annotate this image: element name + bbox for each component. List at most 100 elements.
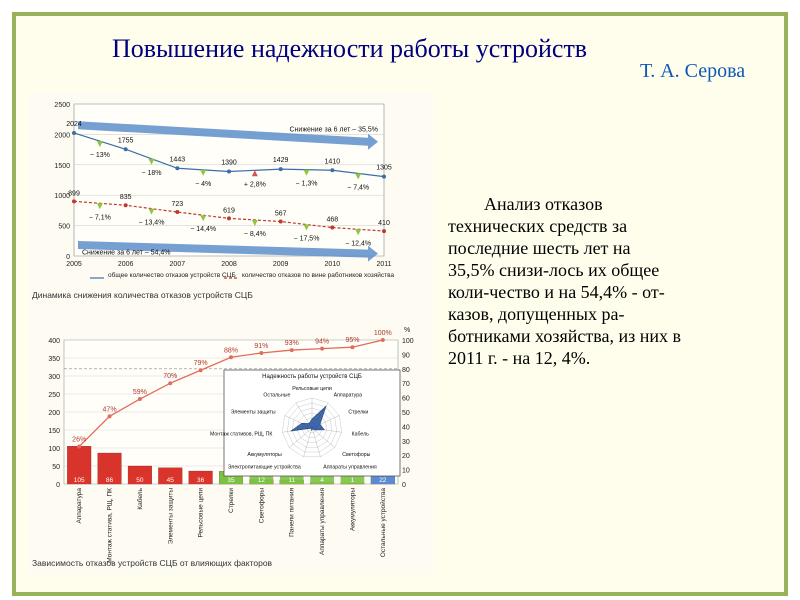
cumulative-label: 47% <box>103 406 117 413</box>
data-point <box>330 168 335 173</box>
radar-ring <box>287 402 337 453</box>
y2-tick-label: 40 <box>402 424 410 431</box>
x-tick-label: 2009 <box>273 261 289 268</box>
change-label: − 13% <box>90 152 110 159</box>
y2-tick-label: 70 <box>402 381 410 388</box>
x-tick-label: 2010 <box>325 261 341 268</box>
x-tick-label: 2005 <box>66 261 82 268</box>
change-label: − 14,4% <box>190 226 216 233</box>
bar-value-band <box>128 475 152 484</box>
cumulative-point <box>168 381 173 386</box>
x-tick-label: 2011 <box>376 261 391 268</box>
cumulative-label: 93% <box>285 340 299 347</box>
data-point <box>72 130 76 135</box>
body-line: коли-чество и на 54,4% - от- <box>448 282 665 302</box>
data-point <box>227 169 231 174</box>
cumulative-label: 70% <box>163 373 177 380</box>
change-label: + 2,8% <box>244 181 266 188</box>
category-label: Аккумуляторы <box>349 488 356 531</box>
radar-axis-label: Монтаж стативов, РЩ, ПК <box>210 432 272 438</box>
bar-value-band <box>340 475 365 484</box>
bar-value-label: 22 <box>379 477 387 484</box>
trend-arrow <box>78 121 378 150</box>
y-tick-label: 1500 <box>54 163 70 170</box>
x-tick-label: 2008 <box>221 261 237 268</box>
radar-axis-label: Кабель <box>352 432 370 438</box>
cumulative-point <box>320 346 325 351</box>
category-label: Остальные устройства <box>379 488 387 558</box>
radar-spoke <box>289 427 313 448</box>
bar-value-label: 36 <box>197 477 205 484</box>
cumulative-label: 91% <box>254 343 268 350</box>
data-point <box>382 174 386 179</box>
y2-tick-label: 20 <box>402 453 410 460</box>
change-label: − 12,4% <box>345 240 371 247</box>
y2-axis-label: % <box>404 327 410 334</box>
change-label: − 8,4% <box>244 231 266 238</box>
change-arrow <box>355 229 362 236</box>
figure-panel: 0 500 1000 1500 2000 2500 2005 2006 2007 2008 2009… <box>28 92 434 574</box>
category-label: Элементы защиты <box>167 488 174 545</box>
radar-spoke <box>303 427 313 457</box>
cumulative-point <box>380 338 385 342</box>
data-label: 1390 <box>221 159 237 166</box>
cumulative-label: 79% <box>194 360 208 367</box>
body-line: последние шесть лет на <box>448 238 631 258</box>
bar-value-label: 35 <box>227 477 235 484</box>
y2-tick-label: 90 <box>402 352 410 359</box>
y-tick-label: 50 <box>52 464 60 471</box>
radar-axis-label: Светофоры <box>342 452 370 458</box>
y2-tick-label: 10 <box>402 468 410 475</box>
data-label: 1755 <box>118 137 134 144</box>
y2-tick-label: 50 <box>402 410 410 417</box>
bar-value-band <box>310 475 334 484</box>
change-arrow <box>96 203 103 210</box>
change-arrow <box>251 170 258 177</box>
data-point <box>72 199 76 204</box>
change-label: − 7,4% <box>347 184 369 191</box>
data-point <box>278 219 283 224</box>
bar-value-label: 12 <box>258 477 266 484</box>
data-label: 567 <box>275 211 287 218</box>
y-tick-label: 150 <box>48 428 60 435</box>
body-line: ботниками хозяйства, из них в <box>448 326 681 346</box>
body-line: казов, допущенных ра- <box>448 304 625 324</box>
failures-trend-chart: 0 500 1000 1500 2000 2500 2005 2006 2007 2008 2009… <box>54 102 394 279</box>
radar-chart: Надежность работы устройств СЦБ Рельсовые… <box>210 369 401 477</box>
change-arrow <box>148 158 155 165</box>
pareto-chart-caption: Зависимость отказов устройств СЦБ от вли… <box>32 558 273 568</box>
cumulative-label: 94% <box>315 339 329 346</box>
y-tick-label: 2000 <box>54 132 70 139</box>
bar-value-band <box>97 475 122 484</box>
radar-axis-label: Аккумуляторы <box>247 452 282 458</box>
radar-spoke <box>311 427 321 457</box>
bar-value-label: 11 <box>288 477 295 484</box>
change-arrow <box>355 173 362 180</box>
bar-value-band <box>370 475 395 484</box>
body-line: Анализ отказов <box>484 194 603 214</box>
change-arrow <box>148 208 155 215</box>
radar-axis-label: Аппараты управления <box>323 464 377 470</box>
category-label: Стрелки <box>228 488 235 513</box>
trend-annotation: Снижение за 6 лет – 35,5% <box>290 127 379 134</box>
bar-value-label: 1 <box>351 477 355 484</box>
change-arrow <box>96 141 103 148</box>
cumulative-point <box>229 355 233 360</box>
data-point <box>330 225 335 230</box>
change-label: − 4% <box>195 181 211 188</box>
cumulative-label: 88% <box>224 347 238 354</box>
y2-tick-label: 100 <box>402 338 414 345</box>
x-tick-label: 2007 <box>170 261 186 268</box>
category-label: Монтаж статива, РЩ, ПК <box>107 488 114 563</box>
y-tick-label: 100 <box>48 446 60 453</box>
y2-tick-label: 0 <box>402 482 406 489</box>
slide-author: Т. А. Серова <box>640 60 746 82</box>
change-arrow <box>303 224 310 231</box>
radar-axis-label: Электропитающие устройства <box>228 463 301 470</box>
data-label: 2024 <box>66 121 82 128</box>
category-label: Кабель <box>136 487 144 509</box>
radar-spoke <box>311 427 335 448</box>
body-line: 2011 г. - на 12, 4%. <box>448 348 591 368</box>
